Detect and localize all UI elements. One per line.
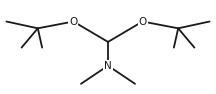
- Text: O: O: [138, 17, 147, 27]
- Text: O: O: [69, 17, 78, 27]
- Text: N: N: [104, 61, 112, 71]
